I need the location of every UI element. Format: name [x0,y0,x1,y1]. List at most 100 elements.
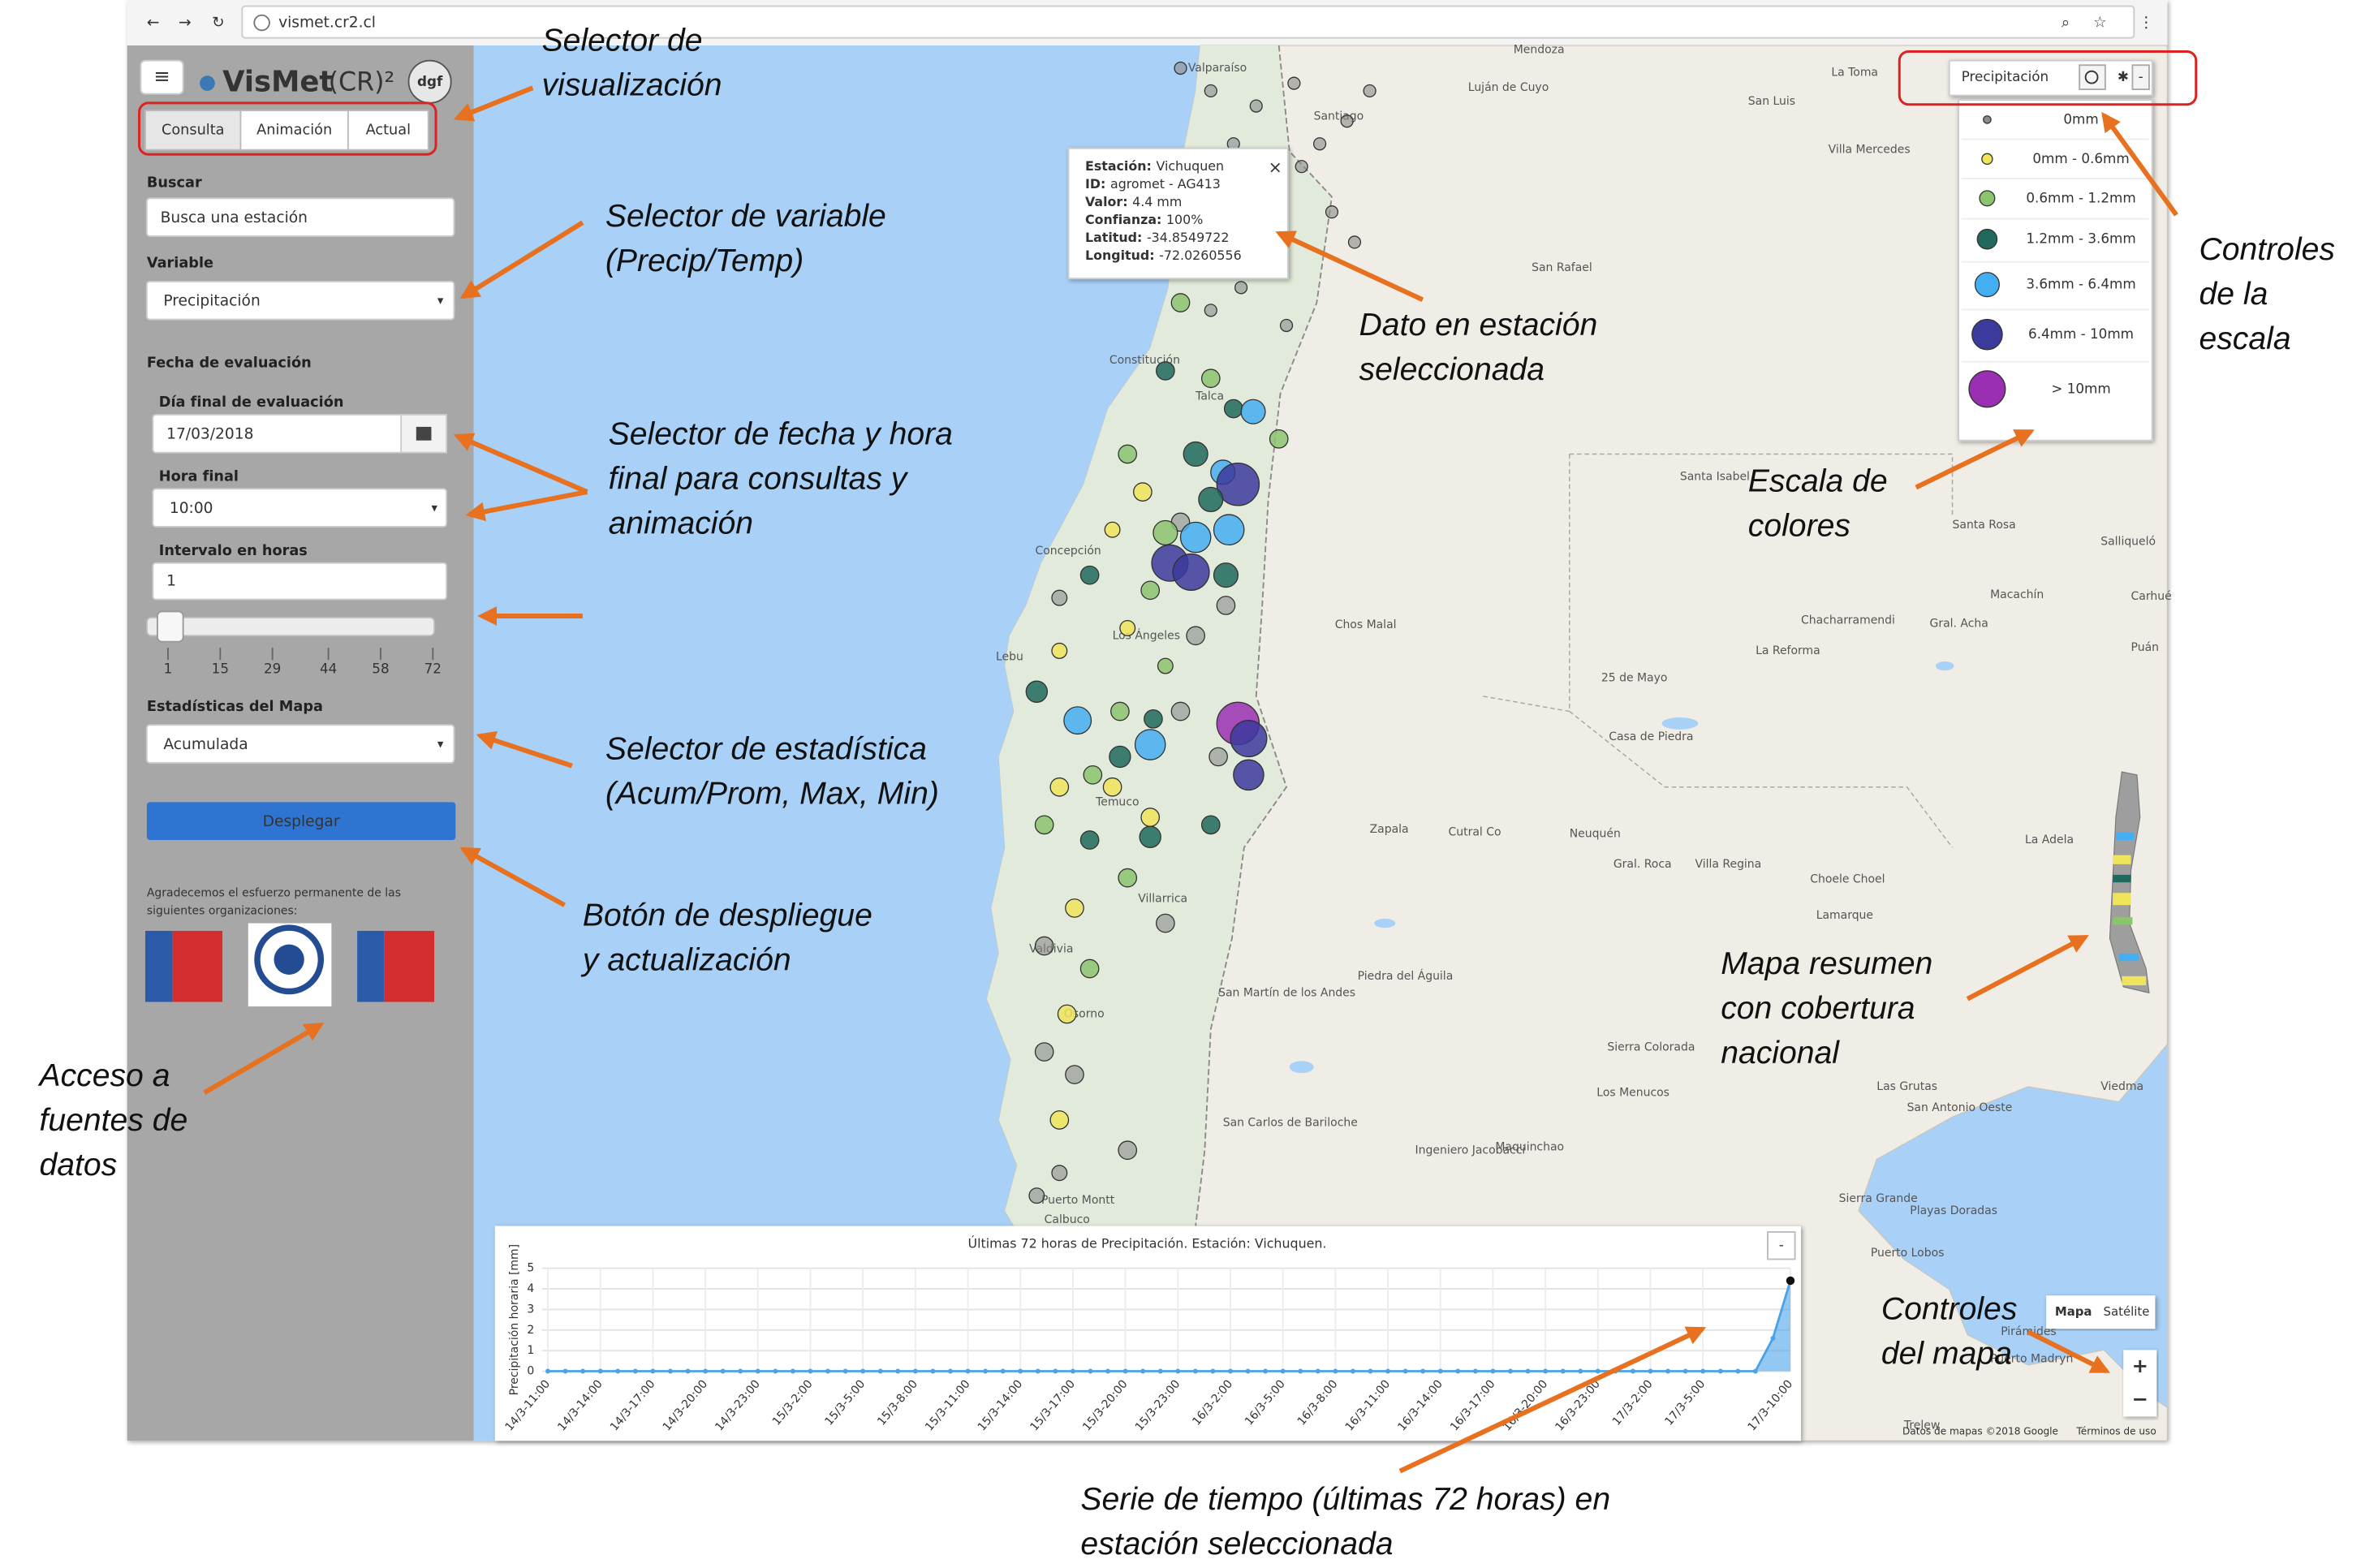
station-marker[interactable] [1213,514,1245,546]
station-marker[interactable] [1325,205,1339,219]
station-marker[interactable] [1065,1065,1084,1084]
panel-collapse[interactable] [1767,1231,1796,1260]
station-marker[interactable] [1170,293,1191,312]
station-marker[interactable] [1340,114,1354,128]
station-marker[interactable] [1312,137,1327,151]
station-marker[interactable] [1287,76,1301,90]
station-marker[interactable] [1204,304,1217,317]
station-marker[interactable] [1223,398,1243,419]
station-marker[interactable] [1133,482,1152,502]
station-marker[interactable] [1118,868,1138,888]
map-type-button[interactable]: Mapa [2055,1304,2092,1319]
statistics-select[interactable] [145,724,455,764]
interval-input[interactable] [152,562,448,601]
station-marker[interactable] [1051,589,1068,606]
station-marker[interactable] [1144,709,1163,729]
station-marker[interactable] [1216,463,1260,506]
slider-handle[interactable] [157,610,184,643]
end-hour-select[interactable] [152,488,448,528]
station-marker[interactable] [1028,1187,1045,1204]
station-marker[interactable] [1157,657,1174,674]
summary-map[interactable] [2109,771,2150,994]
station-marker[interactable] [1347,235,1362,249]
station-marker[interactable] [1034,936,1054,956]
svg-text:▾: ▾ [437,293,444,308]
point [1192,1368,1198,1374]
point [667,1368,673,1374]
menu-button[interactable] [140,59,184,95]
svg-text:☆: ☆ [2093,15,2107,32]
station-marker[interactable] [1110,701,1130,722]
station-marker[interactable] [1198,486,1224,512]
station-marker[interactable] [1025,680,1049,703]
station-marker[interactable] [1118,444,1138,464]
station-marker[interactable] [1179,521,1212,554]
station-marker[interactable] [1233,759,1265,791]
station-marker[interactable] [1209,747,1228,767]
organization-logo[interactable] [248,923,332,1007]
station-marker[interactable] [1172,553,1210,591]
station-marker[interactable] [1079,565,1100,585]
station-marker[interactable] [1079,958,1100,979]
popup-close[interactable]: × [1269,157,1282,177]
zoom-in[interactable]: + [2132,1354,2148,1377]
point [650,1368,656,1374]
tab[interactable] [347,110,429,151]
station-marker[interactable] [1118,1140,1138,1161]
station-marker[interactable] [1102,777,1122,797]
url[interactable]: vismet.cr2.cl [278,15,376,32]
station-marker[interactable] [1200,368,1221,389]
station-marker[interactable] [1134,729,1166,760]
station-marker[interactable] [1240,398,1266,424]
station-marker[interactable] [1152,519,1178,546]
station-marker[interactable] [1295,160,1308,174]
station-marker[interactable] [1213,562,1239,588]
organization-logo[interactable] [357,930,435,1002]
station-marker[interactable] [1186,626,1205,646]
station-marker[interactable] [1109,745,1131,769]
station-marker[interactable] [1051,642,1068,659]
search-input[interactable] [145,197,455,237]
station-marker[interactable] [1204,84,1217,98]
station-marker[interactable] [1363,84,1377,98]
end-hour-value: 10:00 [170,500,213,517]
station-marker[interactable] [1200,815,1221,835]
station-marker[interactable] [1170,701,1191,722]
station-marker[interactable] [1183,441,1209,467]
station-marker[interactable] [1065,898,1084,918]
station-marker[interactable] [1104,521,1121,538]
station-marker[interactable] [1156,913,1175,933]
station-marker[interactable] [1049,1110,1070,1130]
legend-settings[interactable]: ✱ [2118,68,2129,84]
station-marker[interactable] [1139,825,1161,848]
variable-select[interactable] [145,280,455,321]
interval-slider[interactable] [145,616,436,637]
station-marker[interactable] [1057,1004,1077,1024]
station-marker[interactable] [1216,596,1236,615]
zoom-out[interactable]: − [2132,1387,2148,1411]
deploy-button[interactable] [146,802,456,840]
station-marker[interactable] [1079,830,1100,850]
station-marker[interactable] [1249,99,1263,113]
legend-collapse[interactable] [2131,64,2150,91]
station-marker[interactable] [1063,706,1092,735]
station-marker[interactable] [1140,808,1161,827]
station-marker[interactable] [1174,61,1187,75]
station-marker[interactable] [1034,815,1054,835]
map[interactable]: Valparaíso Santiago Mendoza Luján de Cuyo La… [473,44,2172,1441]
station-marker[interactable] [1049,777,1070,797]
map-terms[interactable]: Términos de uso [2075,1426,2156,1437]
station-marker[interactable] [1051,1165,1068,1182]
station-marker[interactable] [1234,281,1248,295]
station-marker[interactable] [1156,361,1175,381]
station-marker[interactable] [1140,580,1161,601]
station-marker[interactable] [1083,765,1103,785]
station-marker[interactable] [1034,1042,1054,1062]
station-marker[interactable] [1119,619,1136,636]
map-type-button[interactable]: Satélite [2104,1304,2150,1319]
station-marker[interactable] [1230,720,1268,758]
organization-logo[interactable] [145,930,223,1002]
station-marker[interactable] [1269,429,1289,449]
legend-control[interactable] [2079,64,2106,91]
station-marker[interactable] [1279,318,1294,333]
